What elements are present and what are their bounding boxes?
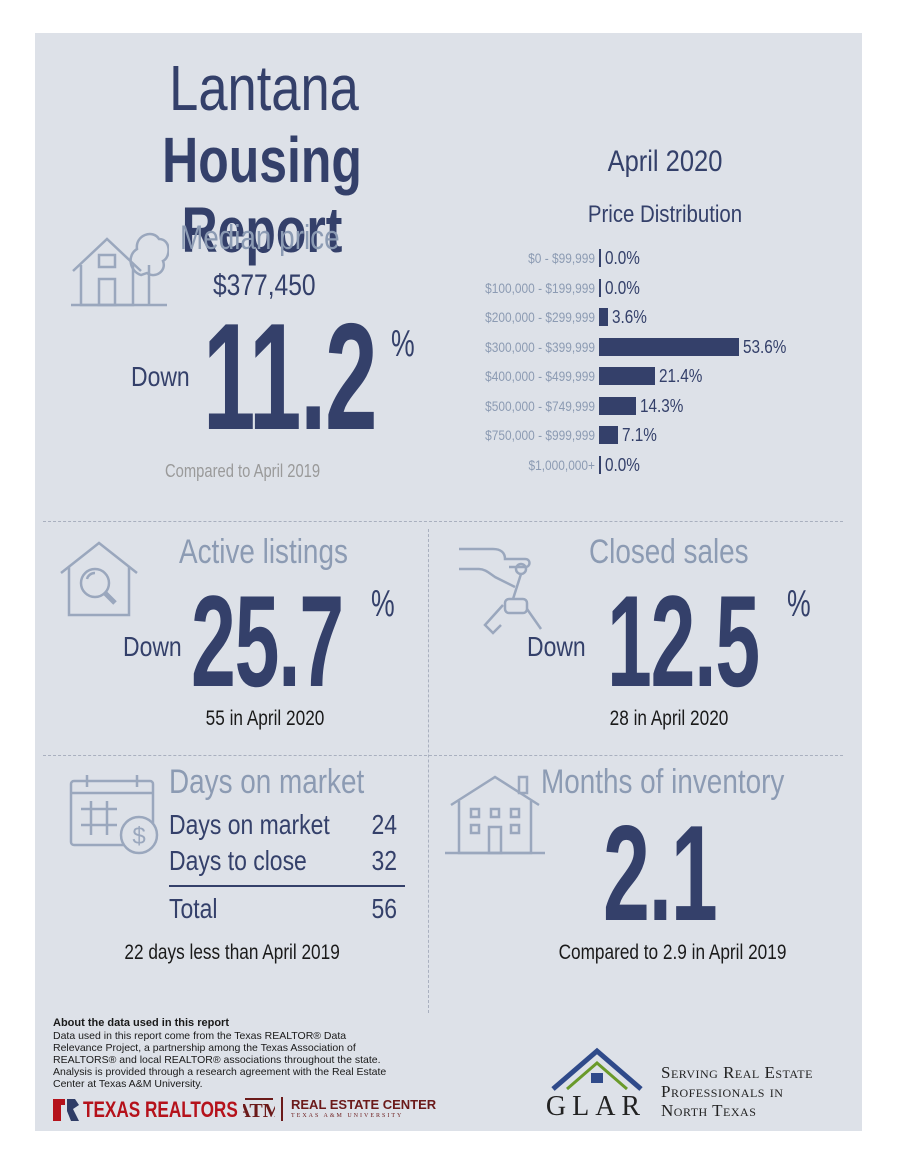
distribution-row: $500,000 - $749,999 14.3% [415, 393, 855, 419]
active-direction: Down [123, 631, 182, 662]
divider-horizontal-1 [43, 521, 843, 522]
distribution-row: $200,000 - $299,999 3.6% [415, 304, 855, 330]
about-heading: About the data used in this report [53, 1017, 230, 1029]
total-row-value: 56 [371, 893, 397, 924]
tagline-line-1: Serving Real Estate [661, 1063, 813, 1082]
report-panel: Lantana Housing Report April 2020 Median… [35, 33, 862, 1131]
distribution-category-label: $100,000 - $199,999 [485, 279, 595, 296]
median-change-unit: % [391, 323, 415, 365]
distribution-bar [599, 278, 601, 297]
table-rule [169, 885, 405, 887]
texas-realtors-text: TEXAS REALTORS [83, 1097, 238, 1122]
svg-text:$: $ [132, 823, 145, 850]
days-row-value: 24 [371, 809, 397, 840]
closed-sales-label: Closed sales [589, 533, 749, 571]
apartment-building-icon [445, 775, 545, 855]
distribution-value-label: 21.4% [658, 366, 703, 386]
active-detail: 55 in April 2020 [205, 707, 325, 730]
days-detail: 22 days less than April 2019 [124, 941, 340, 964]
distribution-row: $0 - $99,999 0.0% [415, 245, 855, 271]
atm-logo-icon: ATM [243, 1098, 275, 1122]
logo-divider [281, 1097, 283, 1121]
price-distribution-title: Price Distribution [587, 201, 743, 228]
price-distribution-chart: $0 - $99,999 0.0% $100,000 - $199,999 0.0% $… [415, 245, 855, 485]
distribution-row: $400,000 - $499,999 21.4% [415, 363, 855, 389]
distribution-bar [599, 367, 655, 385]
median-price-value: $377,450 [213, 269, 316, 302]
closed-detail: 28 in April 2020 [609, 707, 729, 730]
days-on-market-label: Days on market [169, 763, 365, 801]
glar-house-icon [551, 1047, 643, 1091]
distribution-category-label: $400,000 - $499,999 [485, 368, 595, 384]
median-price-label: Median price [180, 219, 340, 257]
distribution-value-label: 53.6% [743, 336, 787, 357]
title-city: Lantana [169, 52, 359, 124]
distribution-category-label: $750,000 - $999,999 [485, 427, 595, 443]
report-date: April 2020 [607, 145, 723, 178]
distribution-value-label: 14.3% [640, 395, 684, 416]
svg-text:ATM: ATM [243, 1100, 275, 1122]
distribution-value-label: 3.6% [612, 307, 648, 327]
distribution-row: $100,000 - $199,999 0.0% [415, 275, 855, 301]
distribution-row: $300,000 - $399,999 53.6% [415, 334, 855, 360]
rec-sub: TEXAS A&M UNIVERSITY [291, 1113, 404, 1119]
hand-keys-icon [459, 547, 543, 635]
calendar-dollar-icon: $ [69, 775, 159, 855]
months-detail: Compared to 2.9 in April 2019 [558, 941, 787, 964]
distribution-bar [599, 337, 739, 356]
median-comparison: Compared to April 2019 [165, 461, 321, 481]
close-row-name: Days to close [169, 845, 307, 876]
divider-vertical [428, 529, 429, 1013]
distribution-bar [599, 249, 601, 267]
glar-text: GLAR [545, 1091, 647, 1122]
active-change-unit: % [371, 583, 395, 625]
active-listings-label: Active listings [179, 533, 348, 571]
closed-change-number: 12.5 [607, 568, 760, 714]
months-inventory-value: 2.1 [603, 797, 718, 949]
distribution-row: $750,000 - $999,999 7.1% [415, 422, 855, 448]
tagline-line-2: Professionals in [661, 1082, 784, 1101]
distribution-category-label: $1,000,000+ [528, 456, 595, 473]
title-report: Housing Report [162, 124, 362, 266]
distribution-value-label: 0.0% [605, 277, 640, 298]
house-tree-icon [71, 232, 169, 307]
distribution-value-label: 7.1% [621, 425, 657, 445]
distribution-category-label: $500,000 - $749,999 [485, 397, 595, 414]
glar-logo: GLAR [541, 1045, 651, 1123]
closed-direction: Down [527, 631, 586, 662]
median-change-number: 11.2 [203, 292, 378, 462]
distribution-category-label: $0 - $99,999 [528, 250, 595, 266]
median-direction: Down [131, 361, 190, 392]
tr-logo-mark-icon [53, 1099, 79, 1121]
distribution-category-label: $300,000 - $399,999 [485, 338, 595, 355]
total-row-name: Total [169, 893, 218, 924]
distribution-bar [599, 455, 601, 474]
distribution-bar [599, 426, 618, 444]
distribution-category-label: $200,000 - $299,999 [485, 309, 595, 325]
months-inventory-label: Months of inventory [541, 763, 785, 801]
closed-change-unit: % [787, 583, 811, 625]
active-change-number: 25.7 [191, 568, 344, 714]
about-body: Data used in this report come from the T… [53, 1030, 387, 1090]
rec-name: REAL ESTATE CENTER [291, 1097, 437, 1112]
distribution-row: $1,000,000+ 0.0% [415, 452, 855, 478]
glar-tagline: Serving Real Estate Professionals in Nor… [661, 1063, 813, 1120]
distribution-bar [599, 396, 637, 415]
distribution-value-label: 0.0% [605, 454, 640, 475]
divider-horizontal-2 [43, 755, 843, 756]
days-row-name: Days on market [169, 809, 330, 840]
close-row-value: 32 [371, 845, 397, 876]
real-estate-center-logo: ATM REAL ESTATE CENTER TEXAS A&M UNIVERS… [243, 1095, 443, 1125]
tagline-line-3: North Texas [661, 1101, 757, 1120]
house-search-icon [60, 541, 138, 617]
texas-realtors-logo: TEXAS REALTORS [53, 1097, 243, 1123]
distribution-value-label: 0.0% [605, 248, 640, 268]
distribution-bar [599, 308, 609, 326]
